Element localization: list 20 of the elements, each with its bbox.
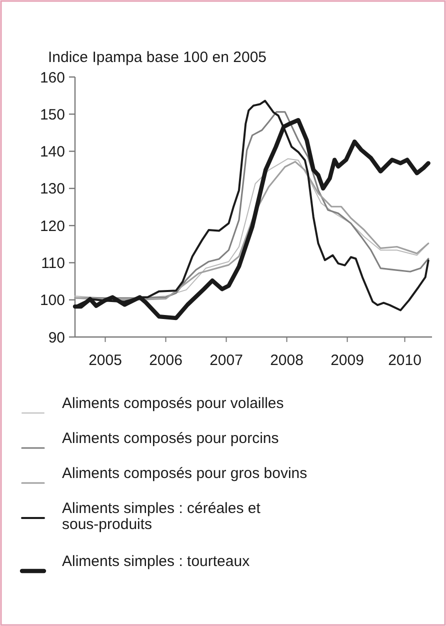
y-tick-label: 120 xyxy=(40,218,65,235)
legend-label: Aliments composés pour volailles xyxy=(62,395,284,412)
legend-label: Aliments simples : tourteaux xyxy=(62,553,250,570)
x-tick-label: 2010 xyxy=(388,352,422,369)
legend-label: Aliments composés pour gros bovins xyxy=(62,465,308,482)
y-tick-label: 150 xyxy=(40,106,65,124)
x-tick-label: 2008 xyxy=(270,352,304,369)
legend-label: Aliments composés pour porcins xyxy=(62,430,279,447)
y-tick-label: 160 xyxy=(40,69,65,86)
chart-title: Indice Ipampa base 100 en 2005 xyxy=(48,49,267,66)
y-tick-label: 110 xyxy=(41,254,65,272)
legend-label: Aliments simples : céréales et sous-produits xyxy=(62,500,262,533)
x-tick-label: 2006 xyxy=(149,352,182,369)
y-tick-label: 90 xyxy=(48,329,65,346)
y-tick-label: 140 xyxy=(40,144,65,161)
x-tick-label: 2009 xyxy=(330,352,364,369)
y-tick-label: 130 xyxy=(40,180,65,198)
y-tick-label: 100 xyxy=(40,292,65,310)
x-tick-label: 2005 xyxy=(88,352,122,369)
x-tick-label: 2007 xyxy=(210,352,243,369)
